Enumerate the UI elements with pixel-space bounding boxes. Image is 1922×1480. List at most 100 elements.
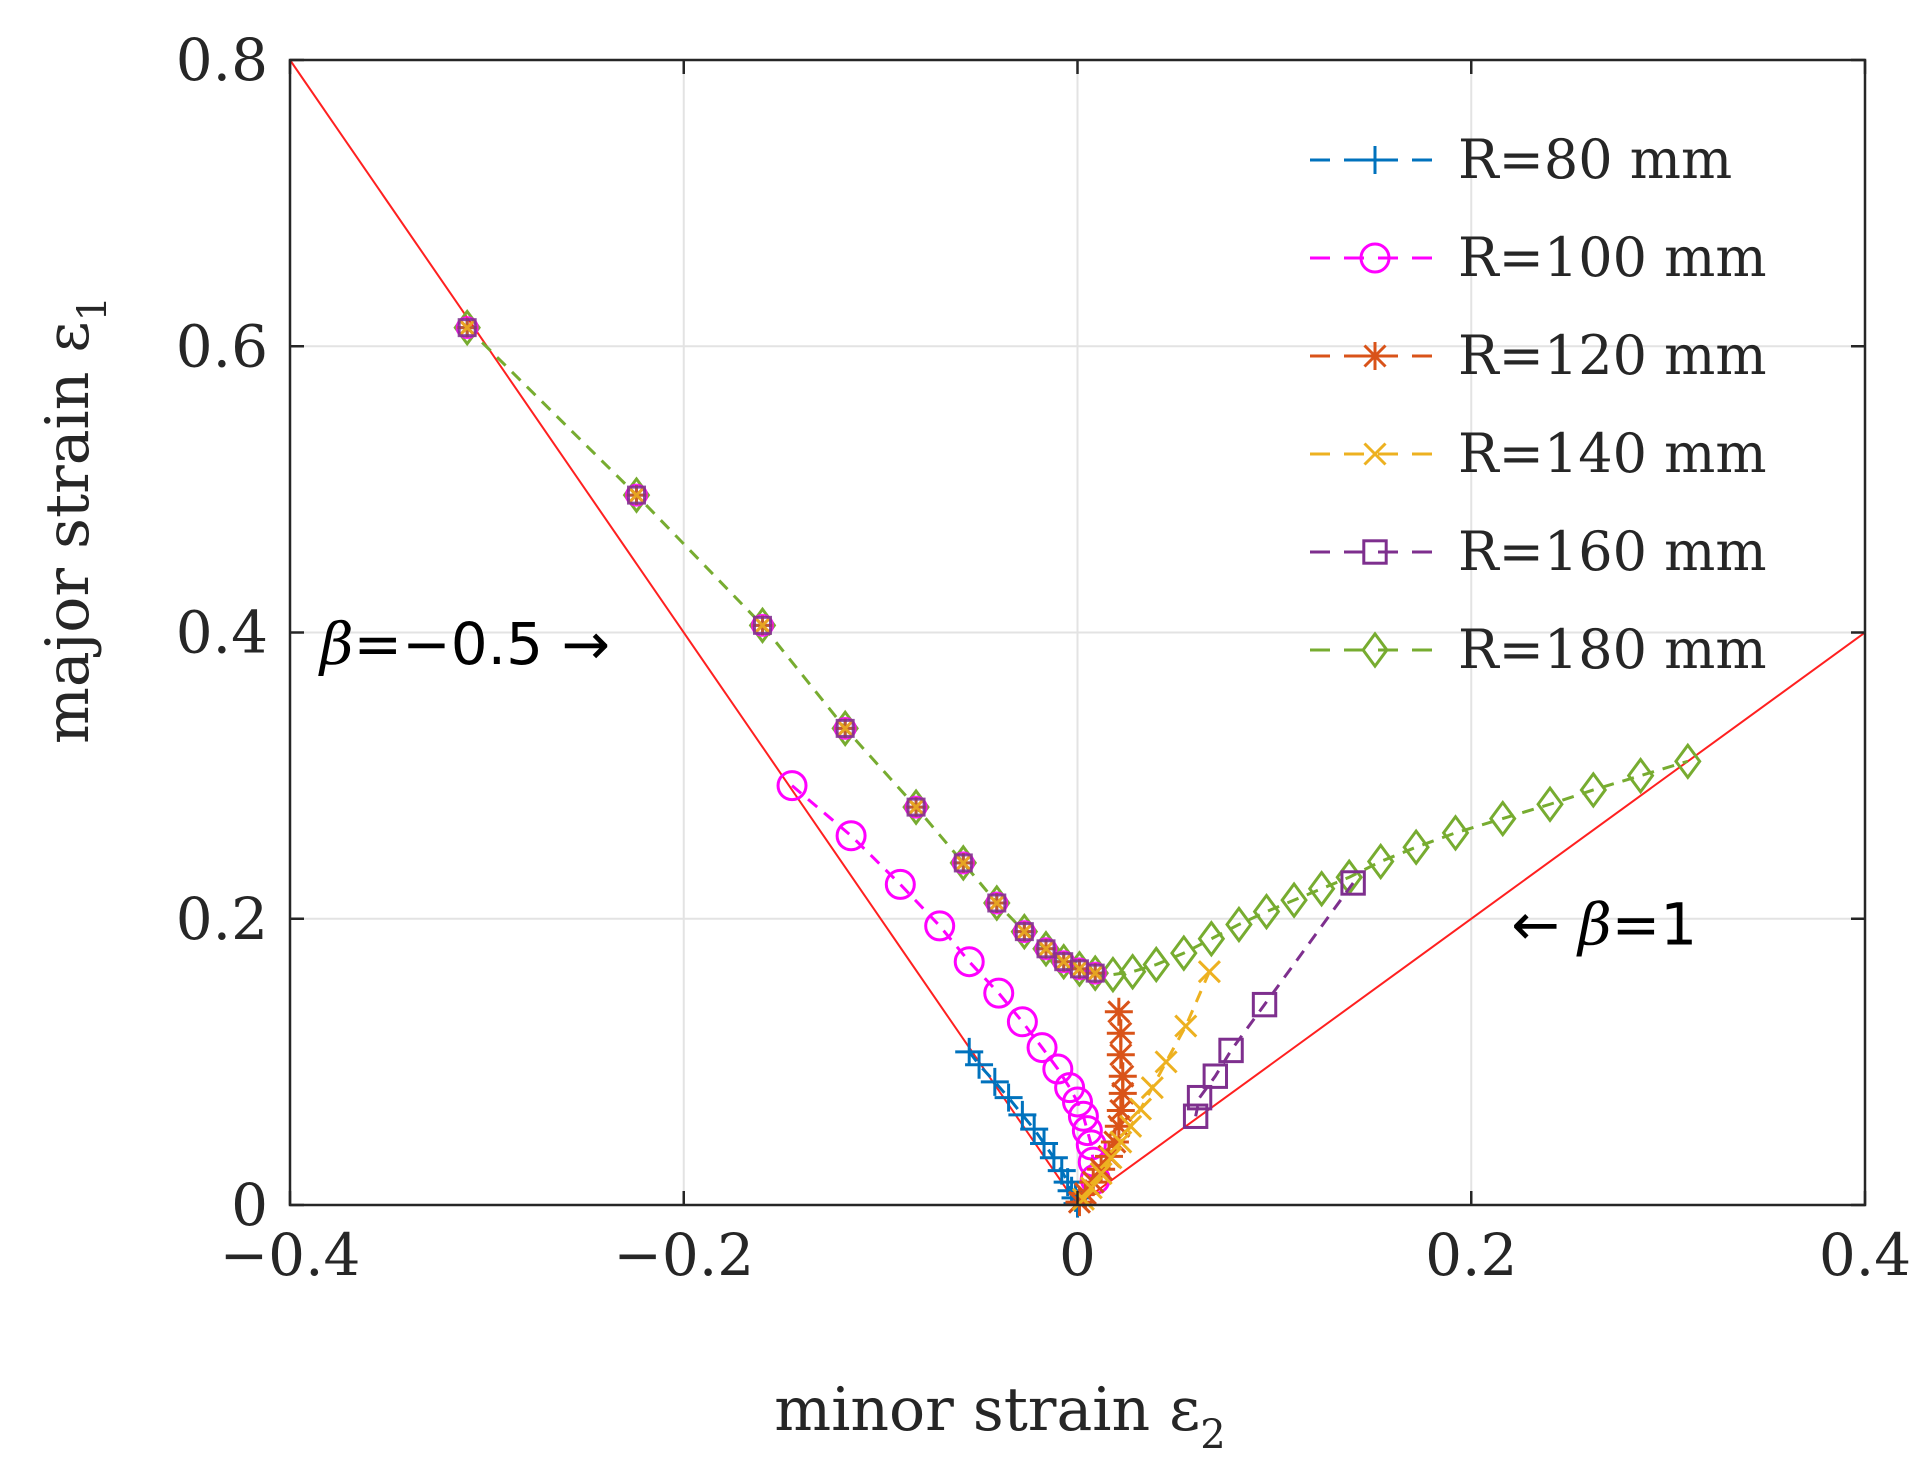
y-tick-label: 0.6: [176, 312, 268, 380]
data-point-r-100-mm: [953, 946, 985, 978]
annotation-beta-symbol: β: [318, 610, 354, 678]
legend: R=80 mm R=100 mm R=120 mm R=140 mm R=160 mm R…: [1310, 128, 1767, 681]
data-point-r-140-mm-shared: [988, 894, 1006, 912]
y-tick-label: 0.8: [176, 26, 268, 94]
data-point-r-140-mm: [1119, 1114, 1143, 1138]
legend-item-r-140-mm: R=140 mm: [1310, 422, 1767, 485]
data-point-r-100-mm: [884, 868, 916, 900]
data-point-r-160-mm: [1186, 1084, 1213, 1111]
data-point-r-140-mm-shape: [1119, 1114, 1143, 1138]
data-point-r-140-mm-shared-shape: [988, 894, 1006, 912]
data-point-r-160-mm-shape: [1202, 1063, 1229, 1089]
data-point-r-180-mm: [1441, 814, 1470, 852]
data-point-r-180-mm: [1307, 870, 1336, 908]
data-point-r-80-mm: [1047, 1156, 1076, 1185]
data-point-r-100-mm-shape: [1006, 1006, 1038, 1038]
data-point-r-120-mm: [1106, 1096, 1135, 1125]
data-point-r-140-mm-shared: [1015, 923, 1033, 941]
data-point-r-100-mm-shape: [953, 946, 985, 978]
data-point-r-140-mm-shape: [1109, 1130, 1133, 1154]
data-point-r-180-mm: [1197, 920, 1226, 958]
legend-marker-r-180-mm: [1361, 631, 1389, 669]
data-point-r-160-mm-shared: [906, 797, 926, 817]
data-point-r-140-mm-shared-shape: [458, 319, 476, 337]
data-point-r-140-mm-shared-shape: [836, 719, 854, 737]
data-point-r-180-mm-shape: [1402, 828, 1430, 866]
data-point-r-120-mm-shape: [1106, 1096, 1135, 1125]
data-point-r-120-mm: [1104, 1112, 1133, 1141]
data-point-r-140-mm-shape: [1089, 1161, 1113, 1186]
legend-marker-r-100-mm: [1359, 242, 1391, 274]
legend-marker-r-160-mm: [1362, 539, 1388, 565]
legend-label-r-120-mm: R=120 mm: [1458, 324, 1767, 387]
data-point-r-80-mm: [1030, 1129, 1059, 1158]
data-point-r-160-mm-shared-shape: [753, 615, 772, 635]
data-point-r-100-mm: [1026, 1032, 1058, 1064]
annotation-0: β=−0.5 →: [318, 610, 610, 678]
data-point-r-160-mm-shared: [1014, 922, 1034, 942]
data-point-r-140-mm-shape: [1174, 1014, 1198, 1038]
data-point-r-140-mm-shared: [1037, 940, 1055, 958]
data-point-r-140-mm-shared-shape: [1086, 964, 1104, 982]
data-point-r-180-mm: [1674, 742, 1702, 780]
legend-label-r-80-mm: R=80 mm: [1458, 128, 1732, 191]
legend-label-r-180-mm: R=180 mm: [1458, 618, 1767, 681]
data-point-r-180-mm-shape: [1307, 870, 1336, 908]
data-point-r-160-mm-shared: [835, 718, 855, 738]
legend-marker-r-140-mm-shape: [1363, 442, 1387, 466]
legend-label-r-140-mm: R=140 mm: [1458, 422, 1767, 485]
data-point-r-140-mm-shared: [954, 854, 972, 872]
legend-label-r-160-mm: R=160 mm: [1458, 520, 1767, 583]
data-point-r-140-mm-shared: [1070, 960, 1089, 978]
data-point-r-100-mm-shape: [1026, 1032, 1058, 1064]
data-point-r-140-mm-shared: [836, 719, 854, 737]
data-point-r-160-mm-shared-shape: [987, 893, 1007, 913]
data-point-r-140-mm-shared-shape: [753, 616, 772, 634]
data-point-r-80-mm: [980, 1067, 1009, 1096]
y-axis-label-sub: 1: [70, 296, 116, 321]
data-point-r-120-mm: [1100, 1128, 1129, 1157]
data-point-r-140-mm-shared: [753, 616, 772, 634]
data-series: [453, 309, 1702, 1218]
data-point-r-160-mm-shared: [953, 853, 973, 873]
data-point-r-80-mm-shape: [1020, 1115, 1049, 1144]
legend-item-r-180-mm: R=180 mm: [1310, 618, 1767, 681]
data-point-r-160-mm: [1251, 991, 1278, 1018]
data-point-r-120-mm: [1108, 1062, 1137, 1091]
data-point-r-160-mm: [1340, 870, 1366, 896]
data-point-r-180-mm: [1118, 953, 1147, 991]
data-point-r-80-mm-shape: [1030, 1129, 1059, 1158]
data-point-r-180-mm-shape: [1170, 934, 1198, 972]
data-point-r-100-mm: [1006, 1006, 1038, 1038]
data-point-r-140-mm-shape: [1079, 1176, 1103, 1200]
data-point-r-180-mm: [1579, 771, 1608, 809]
legend-label-r-100-mm: R=100 mm: [1458, 226, 1767, 289]
data-point-r-180-mm-shape: [1142, 945, 1171, 984]
data-point-r-160-mm: [1218, 1037, 1244, 1064]
data-point-r-140-mm-shape: [1154, 1050, 1178, 1074]
series-r-160-mm: [457, 318, 1366, 1129]
data-point-r-180-mm-shape: [1674, 742, 1702, 780]
data-point-r-80-mm: [1008, 1100, 1037, 1129]
data-point-r-80-mm-shape: [965, 1050, 994, 1079]
data-point-r-120-mm-shape: [1108, 1079, 1137, 1108]
data-point-r-100-mm-shape: [1062, 1086, 1093, 1118]
data-point-r-140-mm: [1089, 1161, 1113, 1186]
data-point-r-160-mm-shared: [753, 615, 772, 635]
legend-item-r-120-mm: R=120 mm: [1310, 324, 1767, 387]
data-point-r-100-mm-shape: [835, 820, 867, 852]
data-point-r-160-mm-shared-shape: [1014, 922, 1034, 942]
data-point-r-120-mm-shape: [1100, 1128, 1129, 1157]
data-point-r-140-mm-shape: [1140, 1076, 1164, 1100]
x-axis-label-sub: 2: [1200, 1412, 1225, 1458]
data-point-r-140-mm: [1128, 1097, 1153, 1121]
data-point-r-80-mm-shape: [1047, 1156, 1076, 1185]
data-point-r-80-mm: [965, 1050, 994, 1079]
data-point-r-140-mm-shared: [1086, 964, 1104, 982]
data-point-r-140-mm-shape: [1197, 960, 1221, 984]
data-point-r-180-mm-shape: [1536, 785, 1564, 823]
data-point-r-180-mm: [1142, 945, 1171, 984]
data-point-r-140-mm-shared-shape: [1055, 953, 1073, 971]
data-point-r-100-mm-shape: [884, 868, 916, 900]
